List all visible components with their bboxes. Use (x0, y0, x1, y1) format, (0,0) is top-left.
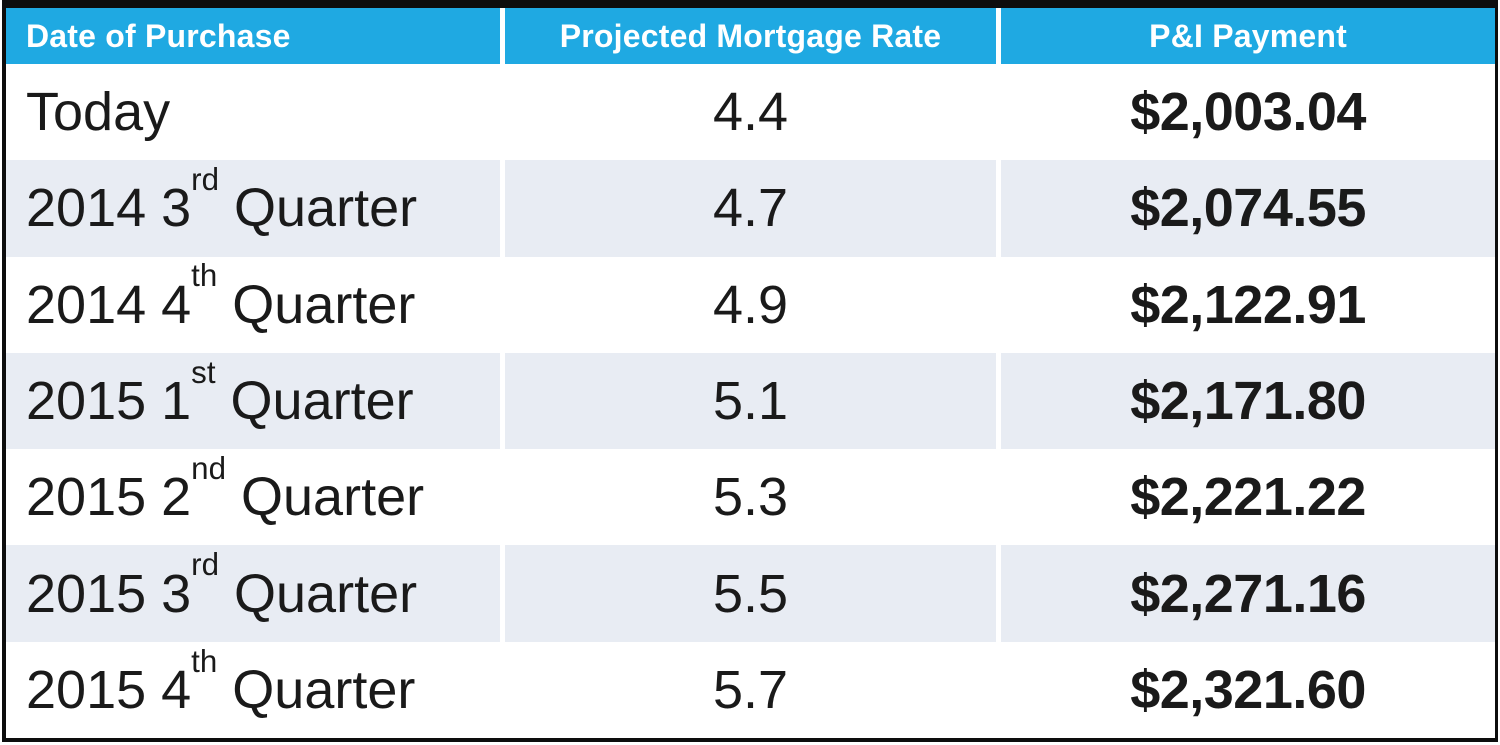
table-row-2015-q1: 2015 1st Quarter 5.1 $2,171.80 (6, 352, 1495, 450)
payment-cell: $2,122.91 (996, 256, 1495, 353)
date-cell: 2014 3rd Quarter (6, 160, 503, 257)
date-cell: Today (6, 64, 503, 161)
rate-cell: 5.1 (499, 352, 999, 450)
date-text: 2015 1 (26, 370, 192, 431)
header-row: Date of Purchase Projected Mortgage Rate… (6, 8, 1495, 64)
date-text-suffix: Quarter (215, 370, 414, 431)
date-ordinal: rd (191, 162, 220, 198)
col-header-projected-mortgage-rate: Projected Mortgage Rate (499, 8, 999, 64)
table-row-2015-q2: 2015 2nd Quarter 5.3 $2,221.22 (6, 449, 1495, 546)
date-text: 2015 3 (26, 563, 192, 624)
col-header-pi-payment: P&I Payment (996, 8, 1495, 64)
date-text-suffix: Quarter (217, 659, 416, 720)
table-row-2015-q4: 2015 4th Quarter 5.7 $2,321.60 (6, 641, 1495, 738)
date-text: 2014 4 (26, 274, 192, 335)
date-text: 2014 3 (26, 178, 192, 239)
date-text: 2015 4 (26, 659, 192, 720)
table-row-2014-q3: 2014 3rd Quarter 4.7 $2,074.55 (6, 160, 1495, 257)
rate-cell: 5.7 (499, 641, 999, 738)
date-ordinal: rd (191, 547, 220, 583)
date-text-suffix: Quarter (219, 178, 418, 239)
payment-cell: $2,074.55 (996, 160, 1495, 257)
payment-cell: $2,271.16 (996, 545, 1495, 642)
date-text: 2015 2 (26, 467, 192, 528)
date-cell: 2015 1st Quarter (6, 352, 503, 450)
date-ordinal: th (191, 258, 218, 294)
date-text-suffix: Quarter (219, 563, 418, 624)
rate-cell: 4.7 (499, 160, 999, 257)
payment-cell: $2,321.60 (996, 641, 1495, 738)
payment-cell: $2,171.80 (996, 352, 1495, 450)
table-row-2015-q3: 2015 3rd Quarter 5.5 $2,271.16 (6, 545, 1495, 642)
mortgage-projection-table: Date of Purchase Projected Mortgage Rate… (6, 8, 1495, 738)
date-ordinal: st (191, 354, 216, 390)
date-ordinal: nd (191, 451, 227, 487)
rate-cell: 5.3 (499, 449, 999, 546)
rate-cell: 5.5 (499, 545, 999, 642)
date-cell: 2015 4th Quarter (6, 641, 503, 738)
date-cell: 2014 4th Quarter (6, 256, 503, 353)
date-cell: 2015 3rd Quarter (6, 545, 503, 642)
date-text-suffix: Quarter (226, 467, 425, 528)
rate-cell: 4.9 (499, 256, 999, 353)
date-text: Today (26, 82, 171, 143)
col-header-date-of-purchase: Date of Purchase (6, 8, 503, 64)
rate-cell: 4.4 (499, 64, 999, 161)
date-cell: 2015 2nd Quarter (6, 449, 503, 546)
table-row-2014-q4: 2014 4th Quarter 4.9 $2,122.91 (6, 256, 1495, 353)
payment-cell: $2,221.22 (996, 449, 1495, 546)
payment-cell: $2,003.04 (996, 64, 1495, 161)
table-row-today: Today 4.4 $2,003.04 (6, 64, 1495, 161)
date-ordinal: th (191, 643, 218, 679)
date-text-suffix: Quarter (217, 274, 416, 335)
